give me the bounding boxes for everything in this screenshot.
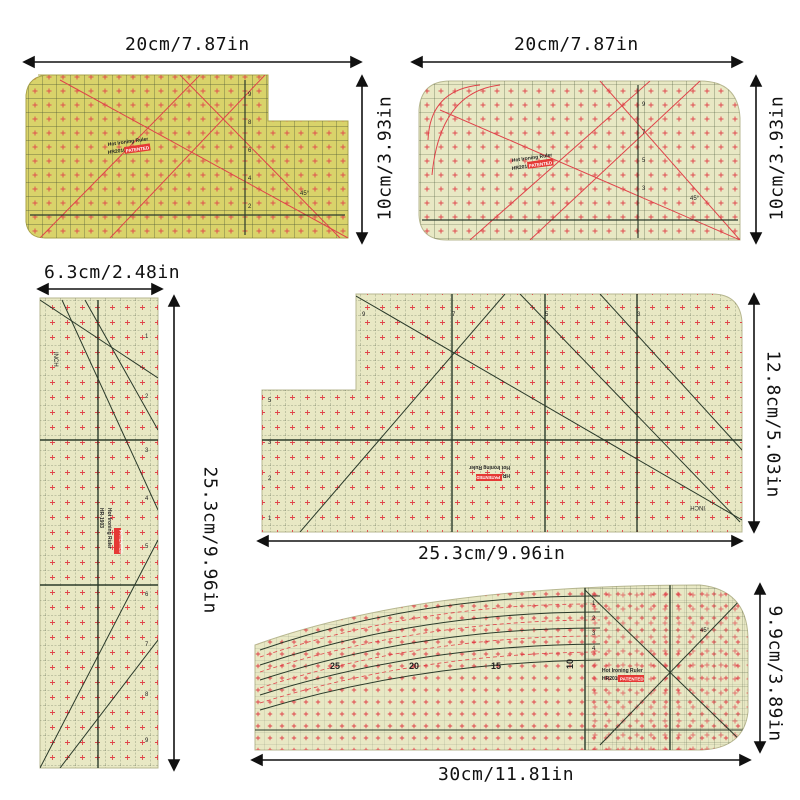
ruler-4-shape: Hot Ironing Ruler HR-1903 PATENTED INCH … — [261, 293, 743, 533]
svg-text:5: 5 — [545, 312, 549, 318]
svg-text:4: 4 — [592, 646, 596, 652]
svg-text:1: 1 — [145, 334, 149, 340]
svg-text:HR2010 s: HR2010 s — [107, 147, 130, 156]
svg-text:1: 1 — [592, 601, 596, 607]
svg-text:Hot Ironing Ruler: Hot Ironing Ruler — [511, 152, 552, 164]
svg-text:2: 2 — [145, 394, 149, 400]
svg-text:20: 20 — [409, 661, 419, 671]
svg-text:3: 3 — [145, 448, 149, 454]
ruler-3-width-label: 6.3cm/2.48in — [44, 262, 181, 283]
ruler-1-width-label: 20cm/7.87in — [125, 34, 250, 55]
svg-text:3: 3 — [642, 186, 646, 192]
svg-text:5: 5 — [268, 398, 272, 404]
ruler-1-shape: Hot Ironing Ruler HR2010 s PATENTED 9 8 … — [25, 74, 349, 239]
svg-text:45°: 45° — [700, 628, 710, 634]
ruler-2-width-label: 20cm/7.87in — [514, 34, 639, 55]
svg-text:HR-1903: HR-1903 — [98, 508, 104, 528]
svg-text:HR2010: HR2010 — [602, 676, 621, 682]
svg-text:25: 25 — [330, 661, 340, 671]
svg-text:PATENTED: PATENTED — [119, 530, 124, 554]
svg-text:8: 8 — [145, 692, 149, 698]
svg-text:9: 9 — [362, 312, 366, 318]
ruler-3-height-label: 25.3cm/9.96in — [199, 466, 221, 614]
svg-text:9: 9 — [145, 738, 149, 744]
svg-text:7: 7 — [145, 642, 149, 648]
svg-text:15: 15 — [491, 661, 501, 671]
svg-text:1: 1 — [268, 516, 272, 522]
svg-text:PATENTED: PATENTED — [125, 145, 150, 153]
ruler-3-shape: Hot Ironing Ruler HR-1903 PATENTED INCH … — [39, 297, 159, 769]
svg-text:PATENTED: PATENTED — [528, 160, 553, 168]
svg-text:Hot Ironing Ruler: Hot Ironing Ruler — [469, 464, 510, 470]
ruler-5-height-label: 9.9cm/3.89in — [764, 605, 786, 742]
ruler-5-width-label: 30cm/11.81in — [438, 764, 575, 785]
svg-text:2: 2 — [248, 204, 252, 210]
svg-text:45°: 45° — [300, 191, 310, 197]
ruler-5-shape: 25 20 15 10 1 2 3 4 45° Hot Ironing Rule… — [254, 584, 749, 751]
svg-text:3: 3 — [268, 440, 272, 446]
dimension-arrows — [22, 55, 767, 772]
svg-text:Hot Ironing Ruler: Hot Ironing Ruler — [602, 668, 643, 674]
svg-text:INCH: INCH — [52, 352, 58, 367]
svg-text:Hot Ironing Ruler: Hot Ironing Ruler — [107, 136, 148, 148]
ruler-4-width-label: 25.3cm/9.96in — [418, 543, 566, 564]
svg-text:7: 7 — [452, 312, 456, 318]
svg-text:8: 8 — [248, 120, 252, 126]
svg-text:PATENTED: PATENTED — [620, 677, 644, 682]
svg-text:4: 4 — [248, 176, 252, 182]
svg-text:5: 5 — [642, 158, 646, 164]
svg-text:6: 6 — [145, 592, 149, 598]
ruler-2-shape: Hot Ironing Ruler HR2010 PATENTED 9 7 5 … — [418, 80, 741, 241]
svg-text:6: 6 — [248, 148, 252, 154]
svg-text:PATENTED: PATENTED — [476, 475, 500, 480]
svg-text:5: 5 — [145, 544, 149, 550]
ruler-1-height-label: 10cm/3.93in — [374, 95, 396, 221]
svg-text:HR2010: HR2010 — [511, 163, 530, 172]
svg-text:INCH: INCH — [690, 504, 705, 510]
svg-text:3: 3 — [592, 631, 596, 637]
svg-text:9: 9 — [642, 102, 646, 108]
svg-text:2: 2 — [592, 616, 596, 622]
svg-text:9: 9 — [248, 92, 252, 98]
ruler-2-height-label: 10cm/3.93in — [766, 95, 788, 221]
svg-text:Hot Ironing Ruler: Hot Ironing Ruler — [106, 508, 112, 549]
svg-text:2: 2 — [268, 476, 272, 482]
svg-text:10: 10 — [565, 659, 575, 669]
svg-text:7: 7 — [642, 130, 646, 136]
svg-text:45°: 45° — [690, 196, 700, 202]
svg-text:3: 3 — [637, 312, 641, 318]
svg-text:4: 4 — [145, 496, 149, 502]
ruler-4-height-label: 12.8cm/5.03in — [762, 350, 784, 498]
